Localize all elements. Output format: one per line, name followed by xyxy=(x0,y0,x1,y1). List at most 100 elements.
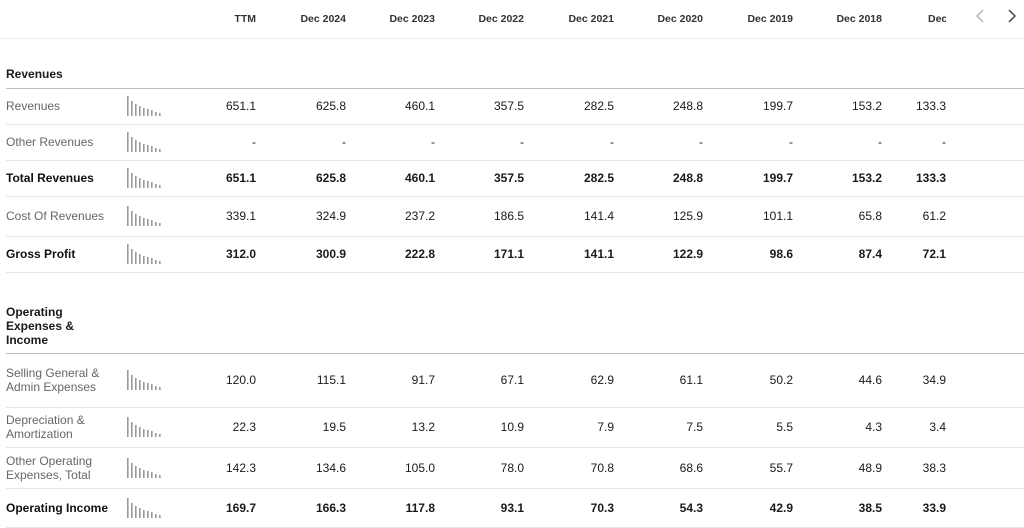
sparkline-chart[interactable] xyxy=(126,497,166,518)
cell-value: 248.8 xyxy=(672,99,703,113)
sparkline-bar xyxy=(159,223,161,226)
column-header-row: TTM Dec 2024 Dec 2023 Dec 2022 Dec 2021 Dec 2… xyxy=(0,0,1024,39)
cell-value: 68.6 xyxy=(679,460,703,475)
cell-value: 169.7 xyxy=(225,500,256,515)
sparkline-bar xyxy=(155,513,157,518)
cell-value: 55.7 xyxy=(769,460,793,475)
sparkline-bar xyxy=(147,257,149,264)
cell-value: 186.5 xyxy=(493,209,524,223)
cell-value: 7.5 xyxy=(686,420,703,434)
column-header: Dec 2019 xyxy=(747,13,793,25)
row-divider xyxy=(6,124,1024,125)
chevron-right-icon xyxy=(1007,8,1017,28)
sparkline-bar xyxy=(139,178,141,188)
sparkline-chart[interactable] xyxy=(126,168,166,188)
row-label: Depreciation & Amortization xyxy=(6,413,85,441)
sparkline-bar xyxy=(135,104,137,116)
cell-value: 10.9 xyxy=(500,420,524,434)
cell-value: 67.1 xyxy=(500,373,524,387)
cell-value: 171.1 xyxy=(493,247,524,261)
sparkline-bar xyxy=(151,220,153,226)
cell-value: 78.0 xyxy=(500,460,524,475)
cell-value: 153.2 xyxy=(851,99,882,113)
cell-value: 42.9 xyxy=(769,500,793,515)
sparkline-bar xyxy=(131,422,133,437)
row-divider xyxy=(6,236,1024,237)
sparkline-chart[interactable] xyxy=(126,370,166,390)
column-header: Dec 2018 xyxy=(836,13,882,25)
sparkline-bar xyxy=(139,142,141,152)
next-columns-button[interactable] xyxy=(1002,8,1022,28)
sparkline-bar xyxy=(143,469,145,478)
sparkline-bar xyxy=(155,386,157,390)
cell-value: - xyxy=(789,135,793,149)
cell-value: 460.1 xyxy=(404,99,435,113)
cell-value: 117.8 xyxy=(405,500,435,515)
row-divider xyxy=(6,196,1024,197)
cell-value: 70.3 xyxy=(590,500,614,515)
sparkline-chart[interactable] xyxy=(126,244,166,264)
cell-value: 282.5 xyxy=(583,99,614,113)
column-header: Dec 2020 xyxy=(657,13,703,25)
cell-value: 62.9 xyxy=(590,373,614,387)
cell-value: 4.3 xyxy=(865,420,882,434)
sparkline-bar xyxy=(135,140,137,152)
sparkline-bar xyxy=(143,144,145,152)
sparkline-bar xyxy=(127,457,129,478)
cell-value: 61.1 xyxy=(679,373,703,387)
cell-value: 91.7 xyxy=(411,373,435,387)
section-title: Revenues xyxy=(6,67,63,81)
sparkline-bar xyxy=(147,181,149,188)
sparkline-bar xyxy=(143,509,145,518)
sparkline-bar xyxy=(147,219,149,226)
cell-value: 13.2 xyxy=(411,420,435,434)
sparkline-bar xyxy=(131,462,133,478)
cell-value: 34.9 xyxy=(922,373,946,387)
cell-value: 651.1 xyxy=(225,99,256,113)
row-label: Other Operating Expenses, Total xyxy=(6,453,93,482)
sparkline-bar xyxy=(143,108,145,116)
cell-value: 133.3 xyxy=(915,171,946,185)
cell-value: 141.1 xyxy=(583,247,614,261)
sparkline-chart[interactable] xyxy=(126,457,166,478)
sparkline-chart[interactable] xyxy=(126,206,166,226)
sparkline-bar xyxy=(159,514,161,518)
sparkline-bar xyxy=(159,387,161,390)
sparkline-bar xyxy=(155,222,157,226)
row-divider xyxy=(6,272,1024,273)
sparkline-chart[interactable] xyxy=(126,132,166,152)
sparkline-bar xyxy=(159,149,161,152)
sparkline-bar xyxy=(151,384,153,390)
row-divider xyxy=(6,407,1024,408)
sparkline-chart[interactable] xyxy=(126,417,166,437)
cell-value: 48.9 xyxy=(858,460,882,475)
prev-columns-button[interactable] xyxy=(970,8,990,28)
sparkline-bar xyxy=(131,173,133,188)
row-label: Gross Profit xyxy=(6,247,76,261)
sparkline-bar xyxy=(143,180,145,188)
cell-value: 339.1 xyxy=(225,209,256,223)
sparkline-bar xyxy=(147,145,149,152)
cell-value: 54.3 xyxy=(679,500,703,515)
sparkline-bar xyxy=(127,96,129,116)
cell-value: 324.9 xyxy=(315,209,346,223)
cell-value: - xyxy=(610,135,614,149)
sparkline-bar xyxy=(135,425,137,437)
cell-value: 141.4 xyxy=(583,209,614,223)
sparkline-bar xyxy=(131,249,133,264)
sparkline-bar xyxy=(155,433,157,437)
cell-value: 133.3 xyxy=(915,99,946,113)
cell-value: 38.5 xyxy=(858,500,882,515)
cell-value: - xyxy=(342,135,346,149)
cell-value: 93.1 xyxy=(500,500,524,515)
cell-value: 65.8 xyxy=(858,209,882,223)
cell-value: 19.5 xyxy=(322,420,346,434)
cell-value: 134.6 xyxy=(315,460,346,475)
sparkline-bar xyxy=(127,417,129,437)
sparkline-bar xyxy=(139,254,141,264)
sparkline-bar xyxy=(147,430,149,437)
sparkline-bar xyxy=(139,507,141,518)
sparkline-bar xyxy=(147,109,149,116)
sparkline-chart[interactable] xyxy=(126,96,166,116)
row-label: Total Revenues xyxy=(6,171,94,185)
